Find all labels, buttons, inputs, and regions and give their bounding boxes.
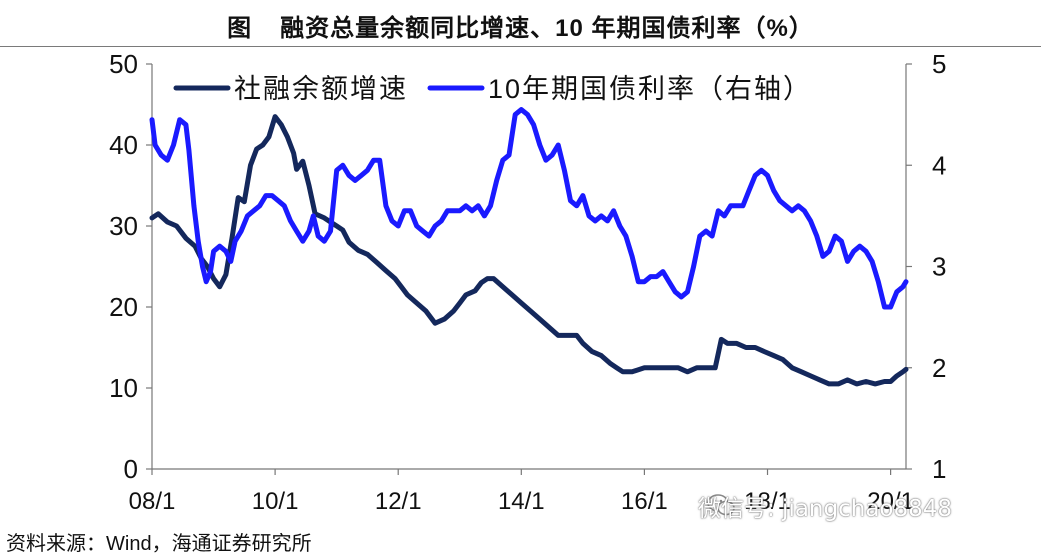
series-line-2 — [149, 107, 909, 310]
left-y-tick-label: 0 — [124, 454, 138, 484]
chart-axes: 0 10 20 30 40 50 1 2 3 4 5 08/1 10/1 12/1 14/1 16/1 18/1… — [109, 49, 946, 515]
x-tick-label: 14/1 — [498, 488, 545, 515]
series-line-1 — [149, 114, 909, 387]
chart-title-text: 融资总量余额同比增速、10 年期国债利率（%） — [280, 15, 814, 42]
x-tick-label: 10/1 — [252, 488, 299, 515]
right-y-tick-label: 3 — [932, 252, 946, 282]
x-tick-label: 08/1 — [129, 488, 176, 515]
legend-label-1: 社融余额增速 — [234, 74, 408, 104]
wechat-icon — [707, 494, 735, 516]
left-y-tick-label: 10 — [109, 373, 138, 403]
right-y-tick-label: 4 — [932, 150, 946, 180]
left-y-tick-label: 30 — [109, 211, 138, 241]
right-y-tick-label: 2 — [932, 353, 946, 383]
chart-legend: 社融余额增速 10年期国债利率（右轴） — [173, 74, 812, 104]
right-y-tick-label: 5 — [932, 49, 946, 79]
x-tick-label: 20/1 — [867, 488, 914, 515]
left-y-tick-label: 50 — [109, 49, 138, 79]
chart-title: 图融资总量余额同比增速、10 年期国债利率（%） — [0, 8, 1041, 43]
series-layer — [149, 107, 909, 387]
title-divider — [0, 46, 1041, 47]
x-tick-label: 12/1 — [375, 488, 422, 515]
left-y-tick-label: 40 — [109, 130, 138, 160]
x-tick-label: 16/1 — [621, 488, 668, 515]
x-tick-label: 18/1 — [744, 488, 791, 515]
watermark-text: 微信号: jiangchao8848 — [698, 496, 953, 522]
legend-label-2: 10年期国债利率（右轴） — [488, 74, 812, 104]
right-y-tick-label: 1 — [932, 454, 946, 484]
source-note: 资料来源：Wind，海通证券研究所 — [6, 533, 312, 555]
figure-label: 图 — [227, 15, 253, 42]
left-y-tick-label: 20 — [109, 292, 138, 322]
